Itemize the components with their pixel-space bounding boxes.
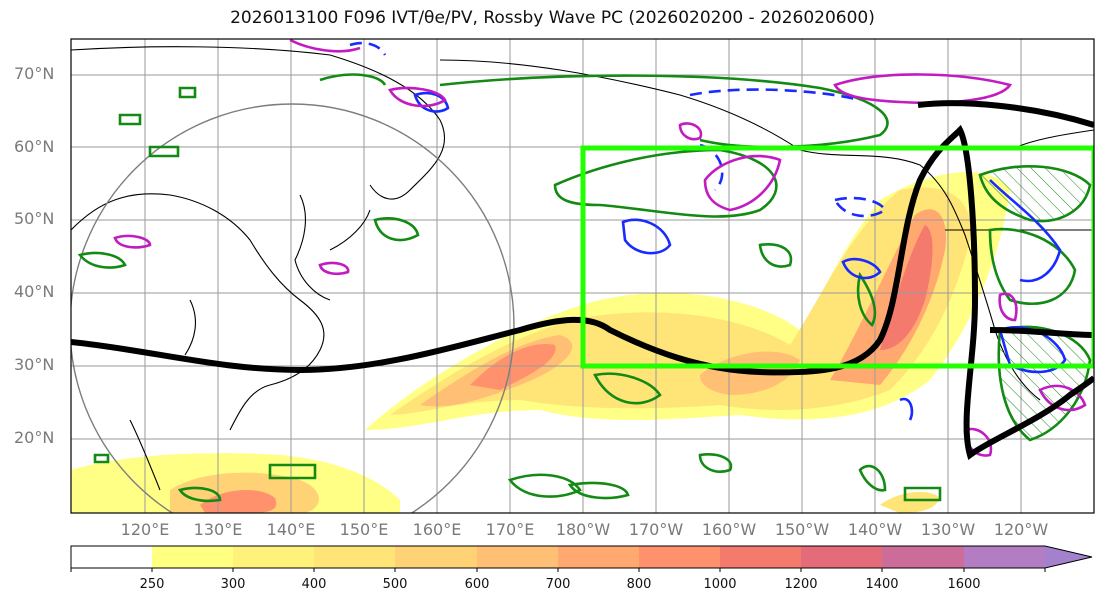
- colorbar-tick-label: 800: [626, 577, 652, 592]
- lat-label: 20°N: [14, 428, 55, 447]
- colorbar-tick-label: 700: [545, 577, 571, 592]
- lon-label: 140°W: [847, 520, 903, 539]
- lon-label: 170°W: [628, 520, 684, 539]
- lon-label: 150°E: [339, 520, 389, 539]
- colorbar-tick-label: 600: [464, 577, 490, 592]
- map-border: [70, 38, 1095, 514]
- lon-label: 160°W: [701, 520, 757, 539]
- rossby-wave-path-north: [917, 100, 1094, 128]
- target-region-box: [580, 145, 1094, 369]
- colorbar-tick-label: 300: [220, 577, 246, 592]
- lon-label: 150°W: [774, 520, 830, 539]
- lon-label: 180°W: [555, 520, 611, 539]
- lat-label: 70°N: [14, 64, 55, 83]
- lat-label: 50°N: [14, 209, 55, 228]
- colorbar: [70, 545, 1093, 572]
- colorbar-tick-label: 1000: [703, 577, 737, 592]
- colorbar-tick-label: 1400: [865, 577, 899, 592]
- colorbar-tick-label: 1600: [947, 577, 981, 592]
- lon-label: 120°E: [120, 520, 170, 539]
- colorbar-tick-label: 1200: [784, 577, 818, 592]
- chart-title: 2026013100 F096 IVT/θe/PV, Rossby Wave P…: [230, 8, 875, 28]
- rossby-wave-path-east: [989, 327, 1094, 338]
- theta-e-contours: [77, 73, 1092, 503]
- range-circle: [71, 103, 515, 513]
- rossby-wave-path: [71, 124, 1094, 461]
- lon-label: 130°W: [920, 520, 976, 539]
- colorbar-tick-label: 250: [139, 577, 165, 592]
- lon-label: 130°E: [193, 520, 243, 539]
- colorbar-tick-label: 400: [301, 577, 327, 592]
- lon-label: 170°E: [485, 520, 535, 539]
- lon-label: 120°W: [993, 520, 1049, 539]
- lat-label: 60°N: [14, 137, 55, 156]
- pv-magenta-contours: [113, 39, 1087, 457]
- colorbar-tick-label: 500: [382, 577, 408, 592]
- lon-label: 140°E: [266, 520, 316, 539]
- lon-label: 160°E: [412, 520, 462, 539]
- lat-label: 30°N: [14, 355, 55, 374]
- lat-label: 40°N: [14, 282, 55, 301]
